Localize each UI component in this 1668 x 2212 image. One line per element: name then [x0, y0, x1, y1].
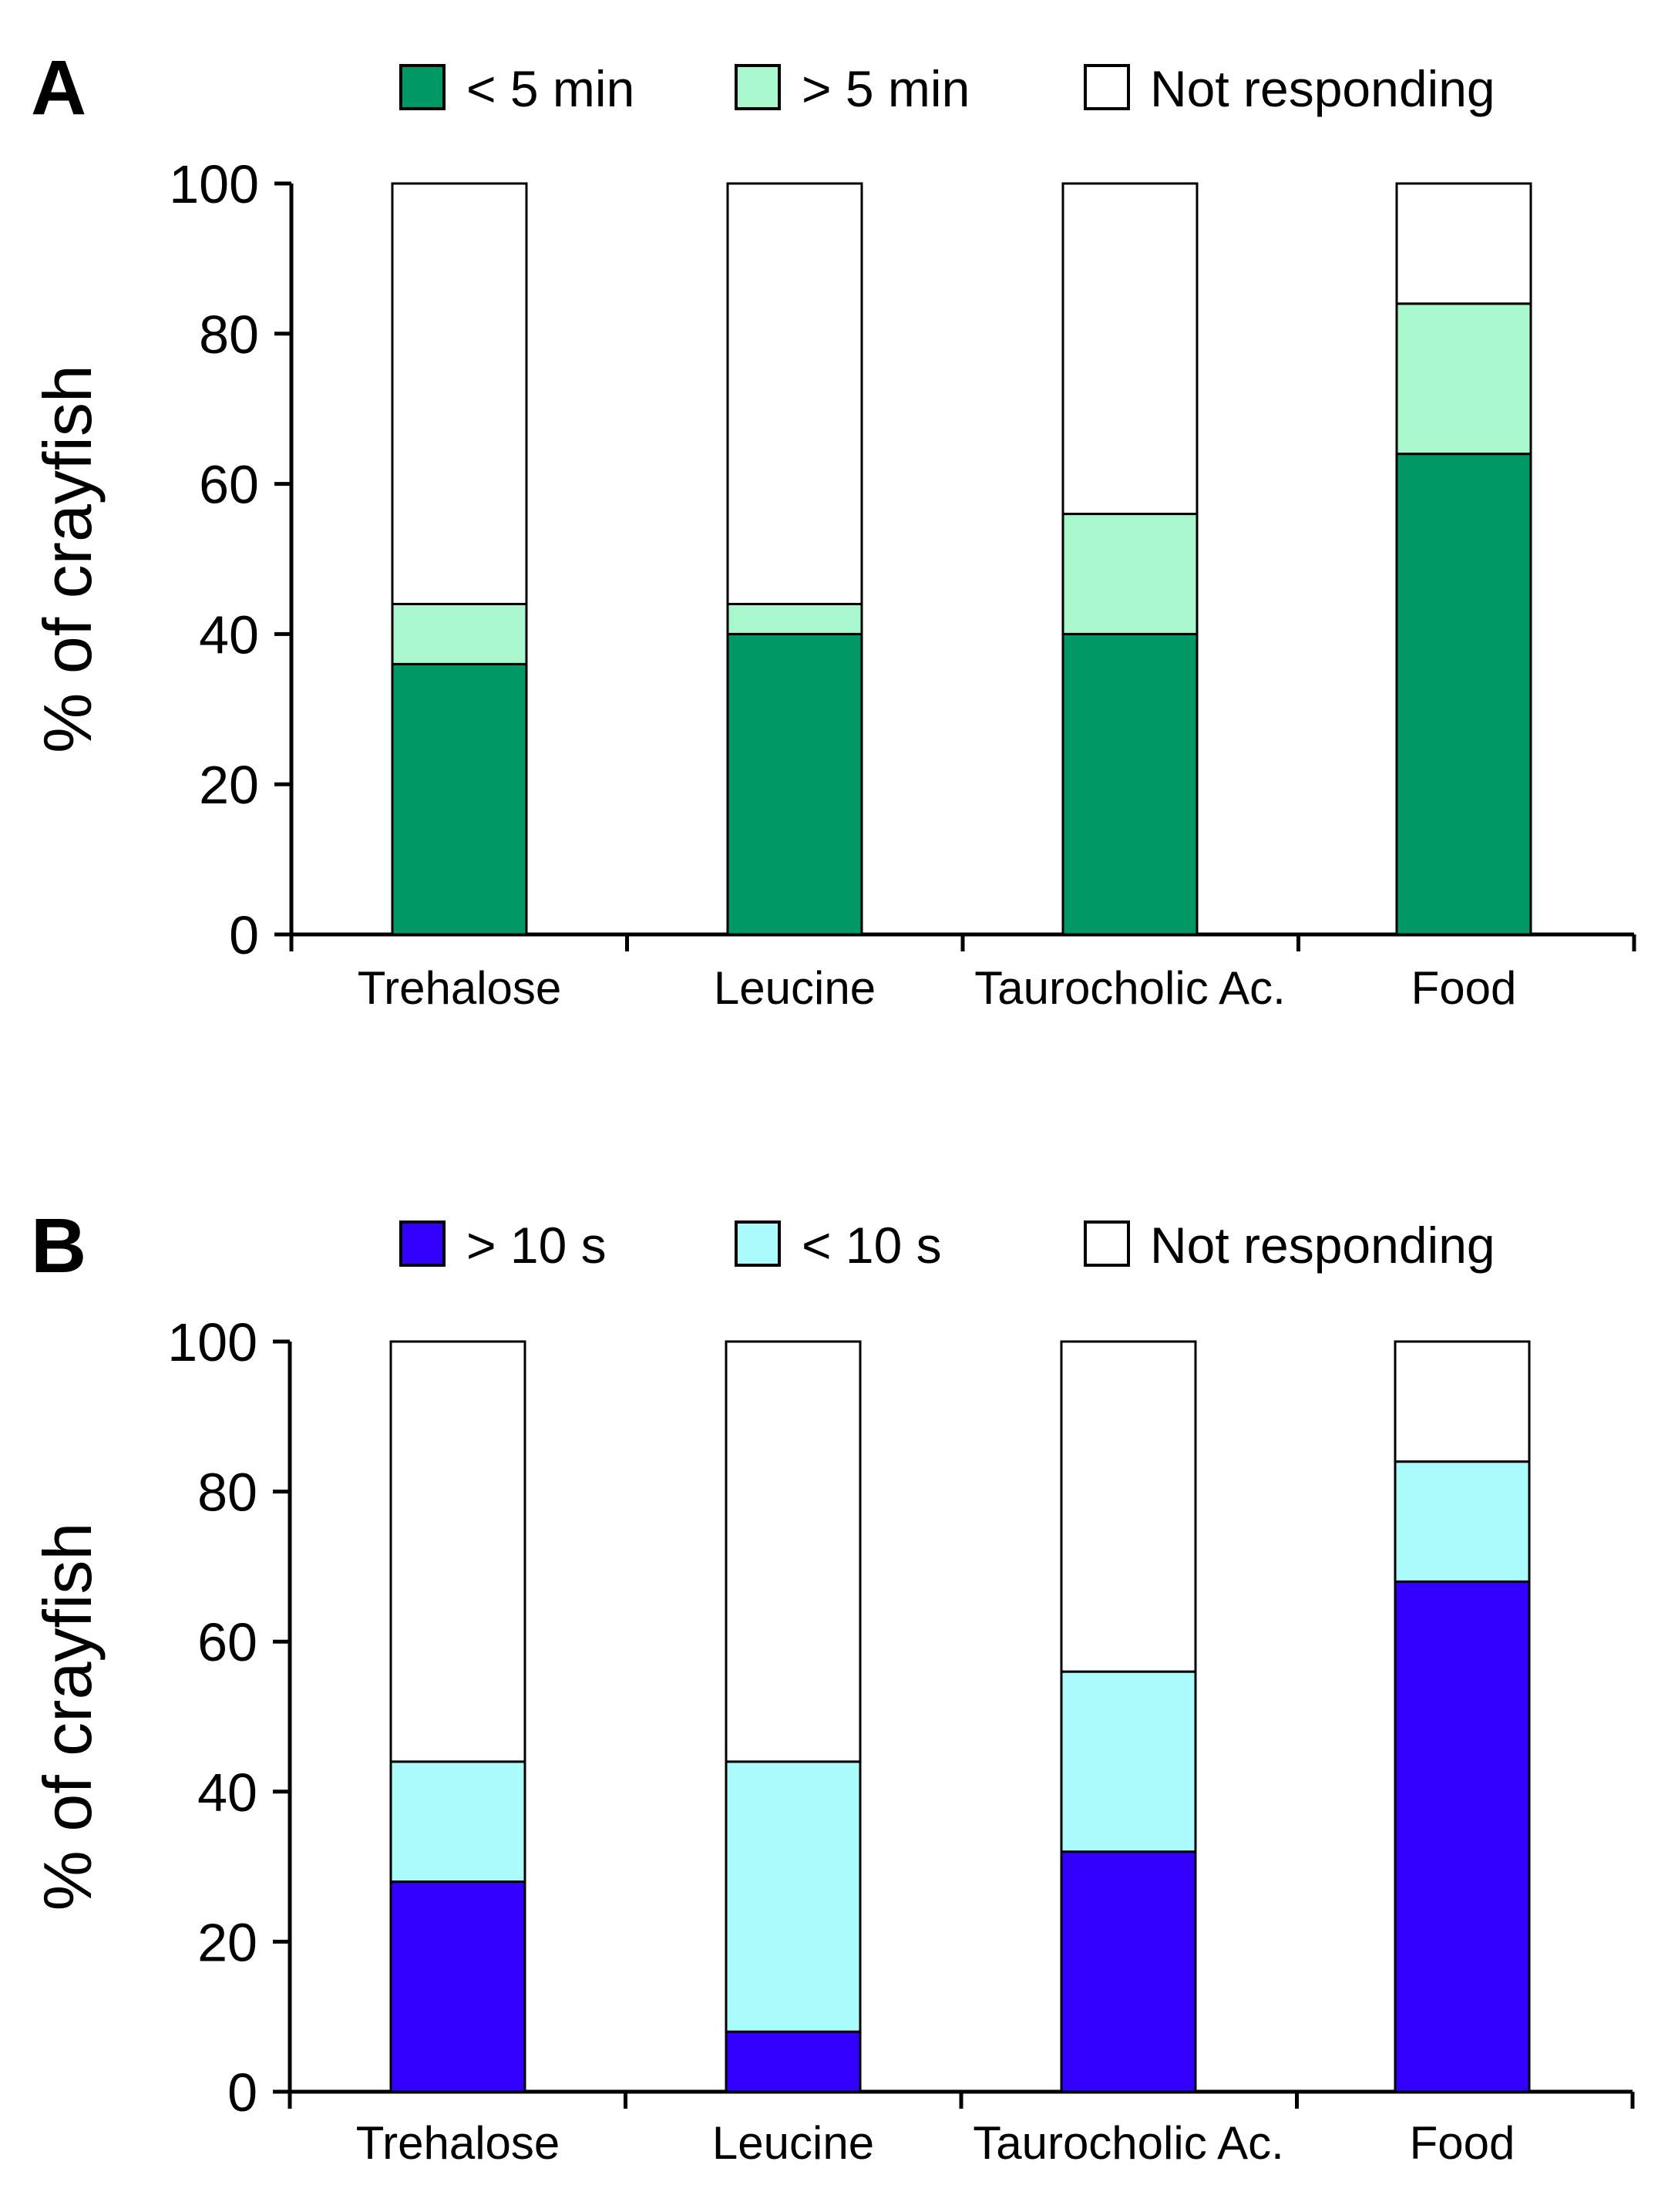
bar-taurocholic-ac-5-min — [1061, 632, 1199, 936]
bar-food-5-min — [1395, 302, 1532, 456]
bar-taurocholic-ac-10-s — [1060, 1670, 1197, 1853]
y-tick-label: 0 — [227, 2062, 257, 2123]
panel-label: A — [31, 45, 86, 131]
bar-food-10-s — [1394, 1460, 1531, 1583]
category-label-leucine: Leucine — [714, 962, 876, 1014]
category-label-food: Food — [1411, 962, 1517, 1014]
legend-label-not-responding: Not responding — [1150, 60, 1495, 117]
y-tick-label: 40 — [199, 604, 259, 665]
legend-swatch-10-s — [399, 1220, 446, 1267]
legend-label-5-min: < 5 min — [466, 60, 634, 117]
category-label-trehalose: Trehalose — [358, 962, 562, 1014]
y-tick-label: 80 — [199, 305, 259, 365]
y-tick-label: 100 — [167, 1312, 257, 1372]
category-label-leucine: Leucine — [712, 2117, 874, 2169]
bar-food-not-responding — [1394, 1340, 1531, 1463]
panel-b: B > 10 s < 10 s Not responding % of crayfish… — [29, 1203, 1635, 2169]
bar-food-10-s — [1394, 1580, 1531, 2093]
legend-label-not-responding: Not responding — [1150, 1217, 1495, 1274]
y-tick-label: 100 — [169, 154, 259, 214]
bar-trehalose-10-s — [389, 1760, 526, 1884]
bar-trehalose-5-min — [391, 602, 528, 665]
panel-label: B — [31, 1203, 86, 1289]
y-tick-label: 20 — [197, 1912, 257, 1972]
y-tick-label: 0 — [229, 905, 259, 965]
bar-leucine-10-s — [725, 1760, 862, 2033]
category-label-taurocholic-ac: Taurocholic Ac. — [974, 962, 1286, 1014]
bar-taurocholic-ac-10-s — [1060, 1850, 1197, 2093]
category-label-food: Food — [1410, 2117, 1515, 2169]
y-tick-label: 20 — [199, 755, 259, 815]
legend-swatch-not-responding — [1084, 1220, 1130, 1267]
y-tick-label: 80 — [197, 1463, 257, 1523]
legend-swatch-not-responding — [1084, 64, 1130, 110]
bar-food-not-responding — [1395, 182, 1532, 305]
category-label-trehalose: Trehalose — [356, 2117, 560, 2169]
bar-food-5-min — [1395, 453, 1532, 936]
legend-swatch-5-min — [735, 64, 781, 110]
y-tick-label: 60 — [197, 1612, 257, 1672]
legend-swatch-5-min — [399, 64, 446, 110]
bar-leucine-10-s — [725, 2030, 862, 2093]
legend-swatch-10-s — [735, 1220, 781, 1267]
legend-label-10-s: > 10 s — [466, 1217, 607, 1274]
bar-leucine-5-min — [726, 602, 863, 635]
bar-leucine-5-min — [726, 632, 863, 936]
bar-trehalose-5-min — [391, 662, 528, 936]
bar-leucine-not-responding — [726, 182, 863, 605]
y-tick-label: 60 — [199, 455, 259, 515]
y-axis-title: % of crayfish — [29, 365, 106, 753]
bar-leucine-not-responding — [725, 1340, 862, 1763]
bar-taurocholic-ac-not-responding — [1061, 182, 1199, 516]
bar-taurocholic-ac-5-min — [1061, 513, 1199, 635]
y-tick-label: 40 — [197, 1763, 257, 1823]
bar-trehalose-10-s — [389, 1880, 526, 2093]
legend-label-5-min: > 5 min — [802, 60, 970, 117]
category-label-taurocholic-ac: Taurocholic Ac. — [973, 2117, 1284, 2169]
bar-trehalose-not-responding — [391, 182, 528, 605]
legend-label-10-s: < 10 s — [802, 1217, 942, 1274]
panel-a: A < 5 min > 5 min Not responding % of crayfi… — [29, 45, 1636, 1014]
y-axis-title: % of crayfish — [29, 1523, 106, 1911]
bar-taurocholic-ac-not-responding — [1060, 1340, 1197, 1673]
bar-trehalose-not-responding — [389, 1340, 526, 1763]
